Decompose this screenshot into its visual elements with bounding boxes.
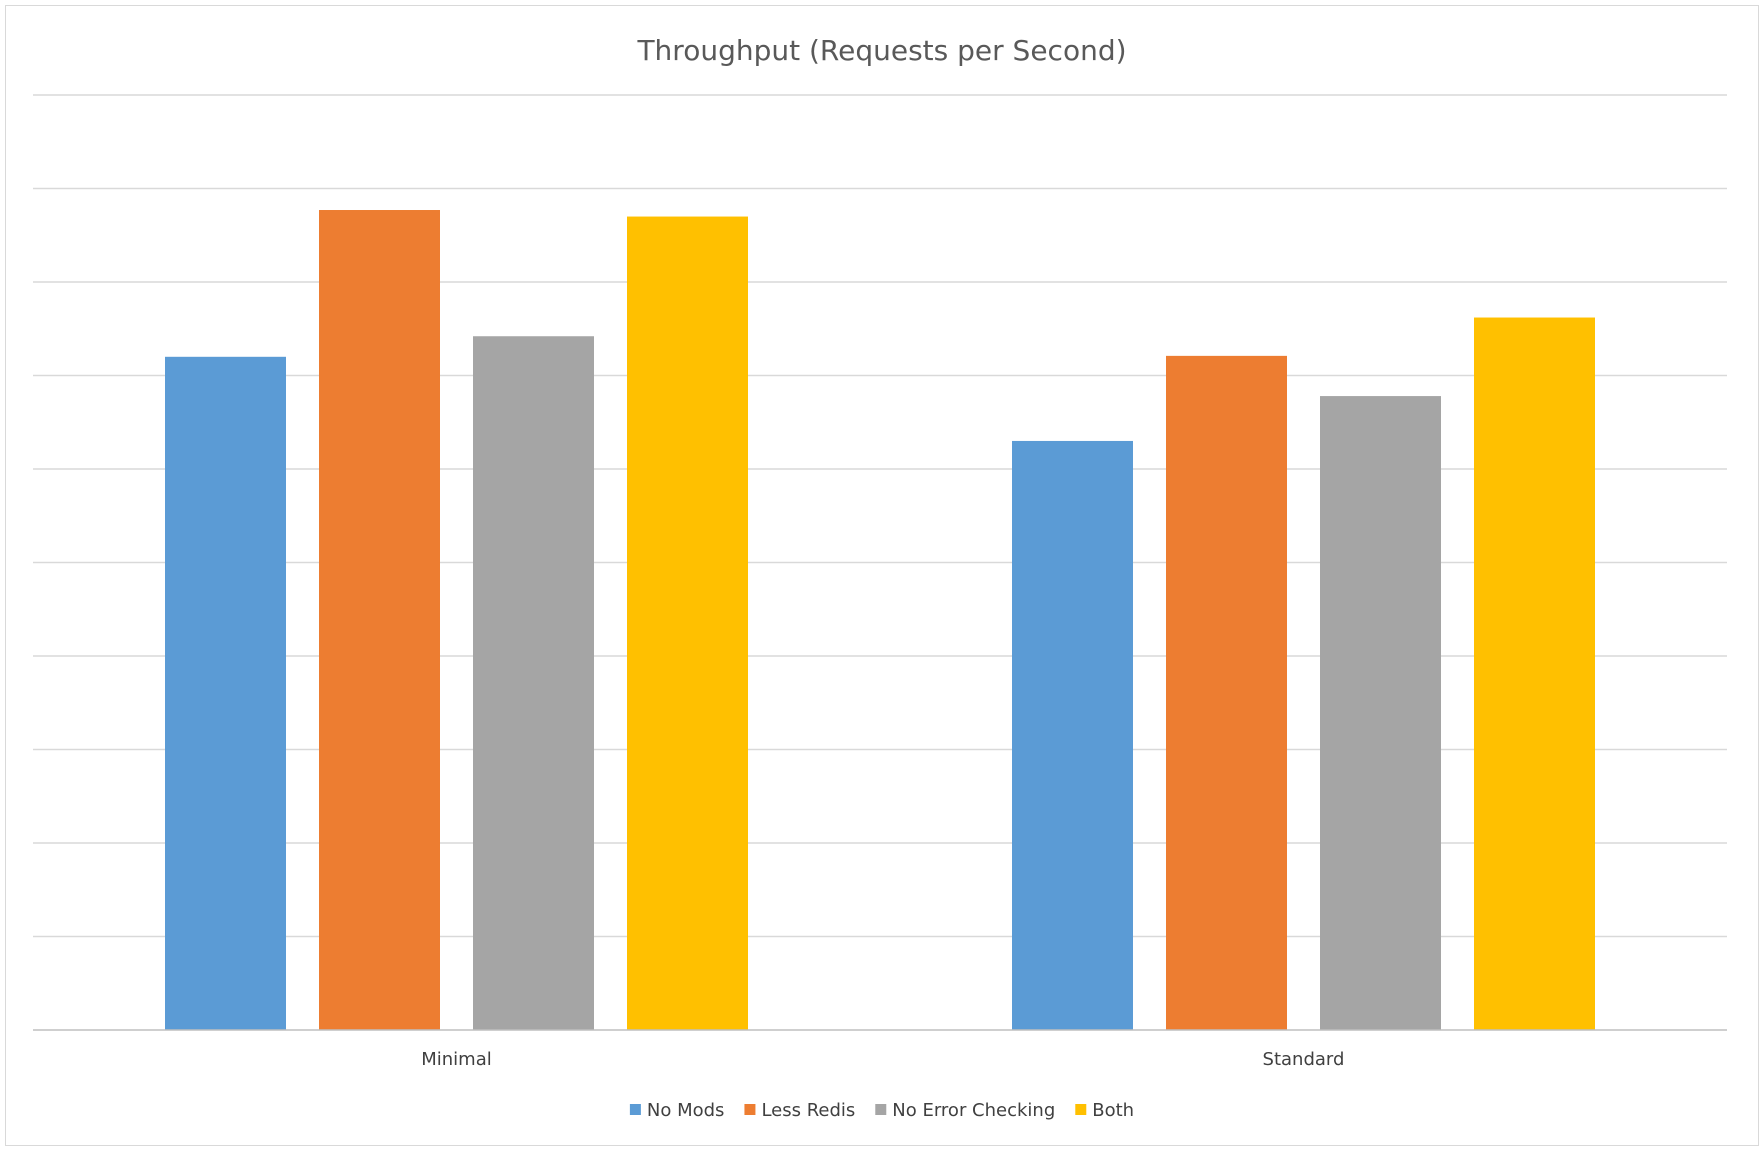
legend-item: No Mods [629, 1100, 725, 1121]
legend-item: No Error Checking [875, 1100, 1055, 1121]
legend-swatch [629, 1104, 641, 1115]
legend-swatch [744, 1104, 756, 1115]
x-tick-label: Minimal [421, 1049, 492, 1070]
legend-item: Less Redis [744, 1100, 855, 1121]
bar-standard-no-error-checking [1320, 396, 1441, 1030]
bar-standard-no-mods [1012, 440, 1133, 1030]
chart-title: Throughput (Requests per Second) [636, 34, 1126, 67]
legend-item: Both [1075, 1100, 1134, 1121]
x-tick-label: Standard [1263, 1049, 1345, 1070]
gridlines [33, 94, 1727, 938]
bar-minimal-less-redis [319, 210, 440, 1030]
legend-label: No Mods [647, 1100, 725, 1121]
bar-standard-both [1474, 317, 1595, 1030]
legend: No Mods Less Redis No Error Checking Both [629, 1100, 1134, 1121]
legend-swatch [1075, 1104, 1087, 1115]
legend-label: Less Redis [761, 1100, 855, 1121]
legend-swatch [875, 1104, 887, 1115]
legend-label: No Error Checking [892, 1100, 1055, 1121]
x-axis: Minimal Standard [33, 1029, 1727, 1070]
bar-minimal-both [627, 216, 748, 1031]
bar-chart: Throughput (Requests per Second) Minimal… [33, 34, 1727, 1121]
bar-minimal-no-mods [165, 356, 286, 1030]
bar-standard-less-redis [1166, 355, 1287, 1030]
chart-frame: Throughput (Requests per Second) Minimal… [5, 5, 1759, 1146]
legend-label: Both [1092, 1100, 1134, 1121]
bars [165, 210, 1595, 1031]
bar-minimal-no-error-checking [473, 336, 594, 1031]
